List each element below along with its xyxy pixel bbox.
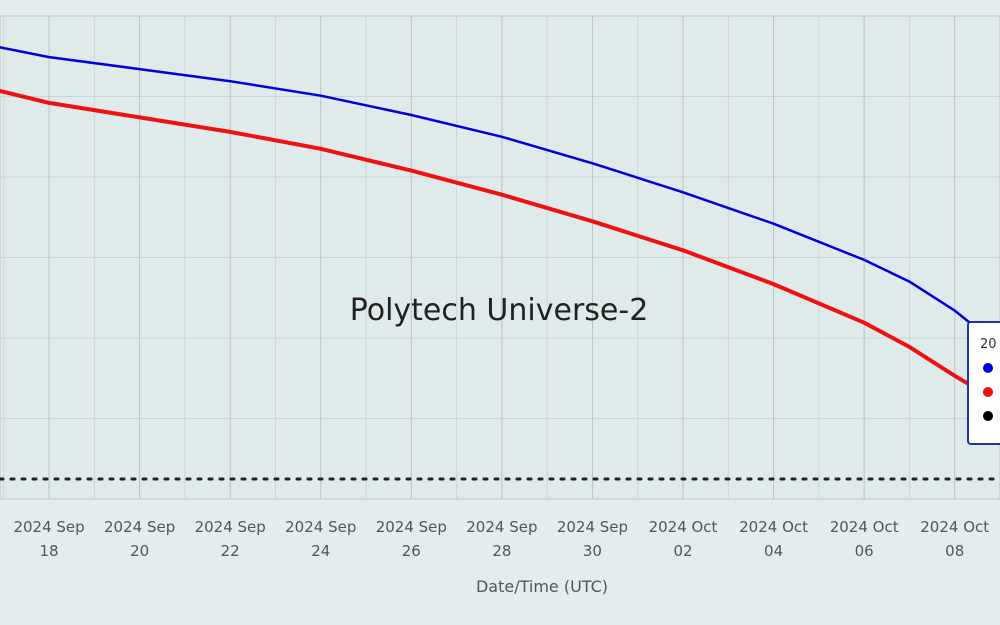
x-tick-label-line2: 18 — [40, 542, 59, 560]
x-tick-label-line1: 2024 Sep — [557, 518, 628, 536]
legend-markers — [983, 363, 993, 421]
x-tick-label-line2: 24 — [311, 542, 330, 560]
x-axis-label: Date/Time (UTC) — [476, 577, 608, 596]
x-tick-label-line1: 2024 Sep — [376, 518, 447, 536]
legend-marker-3[interactable] — [983, 411, 993, 421]
x-tick-label-line1: 2024 Oct — [649, 518, 718, 536]
x-tick-label-line2: 30 — [583, 542, 602, 560]
x-tick-label-line1: 2024 Oct — [739, 518, 808, 536]
x-tick-label-line1: 2024 Oct — [830, 518, 899, 536]
series-line-1 — [0, 46, 1000, 349]
grid — [0, 16, 1000, 499]
x-tick-label-line1: 2024 Sep — [104, 518, 175, 536]
x-tick-label-line2: 06 — [855, 542, 874, 560]
x-tick-label-line2: 28 — [492, 542, 511, 560]
legend-marker-2[interactable] — [983, 387, 993, 397]
x-tick-label-line1: 2024 Sep — [466, 518, 537, 536]
x-tick-label-line2: 04 — [764, 542, 783, 560]
x-axis-ticks: 2024 Sep 18 2024 Sep 20 2024 Sep 22 2024 Sep 24… — [13, 518, 989, 560]
legend[interactable]: 20 — [967, 321, 1000, 445]
series-layer — [0, 46, 1000, 405]
x-tick-label-line2: 02 — [673, 542, 692, 560]
x-tick-label-line1: 2024 Sep — [13, 518, 84, 536]
x-tick-label-line1: 2024 Sep — [285, 518, 356, 536]
x-tick-label-line1: 2024 Sep — [195, 518, 266, 536]
x-tick-label-line2: 26 — [402, 542, 421, 560]
chart-title: Polytech Universe-2 — [350, 293, 649, 328]
legend-title: 20 — [980, 337, 997, 352]
x-tick-label-line2: 08 — [945, 542, 964, 560]
legend-marker-1[interactable] — [983, 363, 993, 373]
series-line-2 — [0, 88, 1000, 405]
x-tick-label-line2: 22 — [221, 542, 240, 560]
x-tick-label-line1: 2024 Oct — [920, 518, 989, 536]
x-tick-label-line2: 20 — [130, 542, 149, 560]
